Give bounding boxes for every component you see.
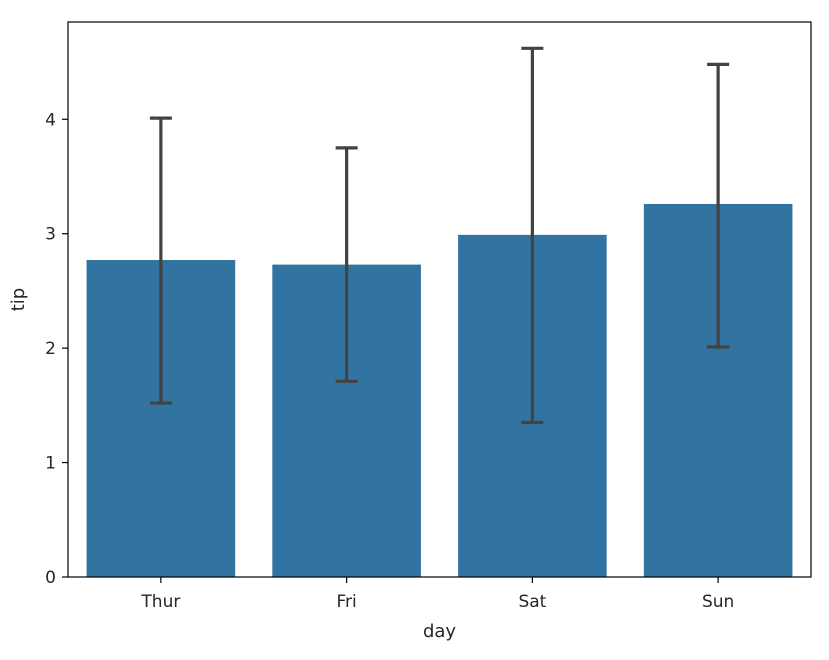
y-tick-label-3: 3 [45,225,56,245]
errorbars-layer [149,46,730,425]
plot-frame [67,21,812,578]
errorbar-fri [335,146,358,383]
errorbar-thur [149,116,172,405]
y-tick-label-0: 0 [45,568,56,588]
x-tick-label-thur: Thur [140,592,180,612]
y-tick-label-4: 4 [45,110,56,130]
x-tick-label-fri: Fri [336,592,356,612]
y-axis-ticks: 0 1 2 3 4 [45,110,68,588]
x-tick-label-sun: Sun [702,592,734,612]
y-tick-label-2: 2 [45,339,56,359]
y-axis-label: tip [8,288,29,311]
y-tick-label-1: 1 [45,454,56,474]
x-axis-ticks: Thur Fri Sat Sun [140,577,734,612]
errorbar-sat [521,46,544,425]
x-axis-label: day [423,621,456,642]
x-tick-label-sat: Sat [518,592,546,612]
errorbar-sun [707,62,730,349]
